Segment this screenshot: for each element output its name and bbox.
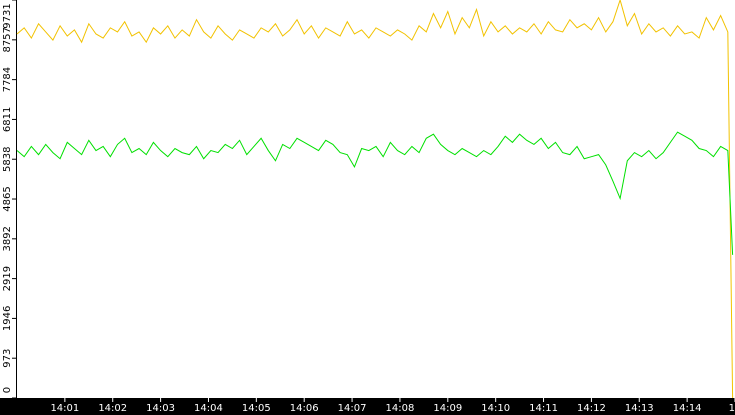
x-tick-label: 14:04 — [194, 403, 223, 414]
x-tick-label: 14:14 — [673, 403, 702, 414]
x-tick-label: 14:03 — [146, 403, 175, 414]
x-tick-label: 14 — [729, 403, 735, 414]
y-tick-label: 2919 — [2, 266, 13, 291]
y-tick-label: 9731 — [2, 3, 13, 28]
y-tick-label: 6811 — [2, 107, 13, 132]
x-tick-label: 14:02 — [98, 403, 127, 414]
y-tick-label: 5838 — [2, 146, 13, 171]
x-tick-label: 14:13 — [625, 403, 654, 414]
y-tick-label: 8757 — [2, 27, 13, 52]
y-tick-label: 973 — [2, 349, 13, 368]
x-tick-label: 14:07 — [338, 403, 367, 414]
x-tick-label: 14:12 — [577, 403, 606, 414]
y-tick-label: 3892 — [2, 226, 13, 251]
x-tick-label: 14:08 — [386, 403, 415, 414]
x-tick-label: 14:10 — [481, 403, 510, 414]
y-tick-label: 7784 — [2, 67, 13, 92]
x-tick-label: 14:09 — [433, 403, 462, 414]
x-axis-band — [0, 398, 735, 415]
y-tick-label: 0 — [2, 387, 13, 393]
x-tick-label: 14:05 — [242, 403, 271, 414]
y-tick-label: 4865 — [2, 186, 13, 211]
x-tick-label: 14:01 — [50, 403, 79, 414]
x-tick-label: 14:06 — [290, 403, 319, 414]
series-line — [16, 131, 734, 255]
x-tick-label: 14:11 — [529, 403, 558, 414]
series-line — [16, 0, 734, 399]
y-tick-label: 1946 — [2, 306, 13, 331]
